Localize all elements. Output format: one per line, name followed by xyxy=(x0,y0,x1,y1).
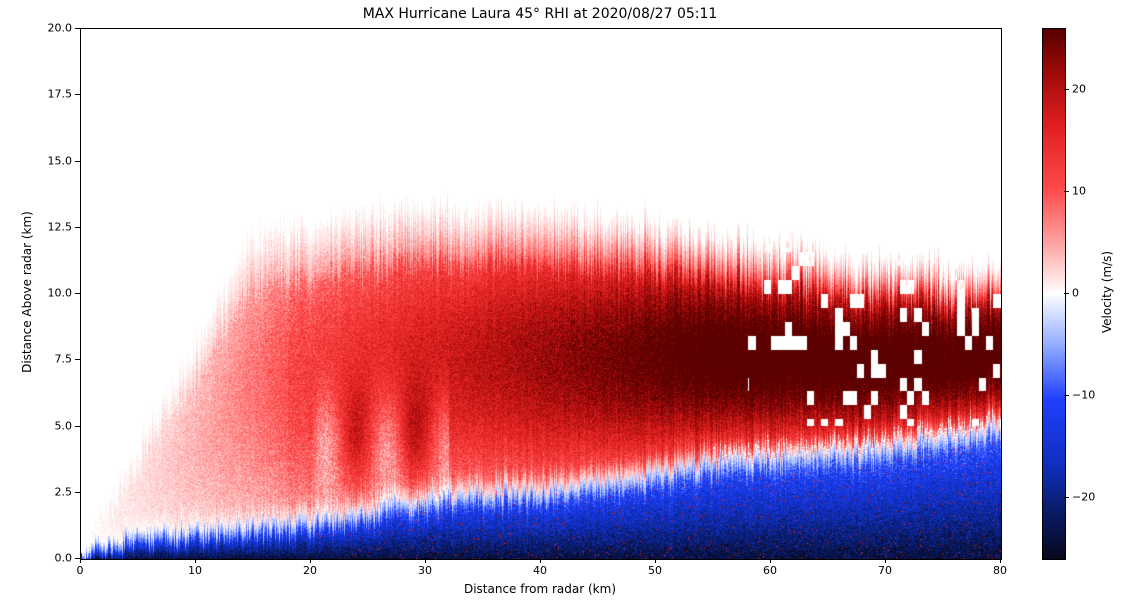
colorbar-tick-label: 20 xyxy=(1072,83,1086,96)
y-tick-mark xyxy=(75,227,80,228)
y-tick-label: 17.5 xyxy=(48,88,73,101)
x-tick-mark xyxy=(1000,558,1001,563)
x-tick-label: 70 xyxy=(878,564,892,577)
x-tick-mark xyxy=(80,558,81,563)
colorbar-tick-label: −10 xyxy=(1072,388,1095,401)
x-tick-mark xyxy=(195,558,196,563)
y-tick-label: 5.0 xyxy=(55,419,73,432)
x-tick-label: 10 xyxy=(188,564,202,577)
colorbar-tick-mark xyxy=(1064,497,1069,498)
x-tick-mark xyxy=(425,558,426,563)
y-tick-label: 12.5 xyxy=(48,220,73,233)
colorbar-gradient xyxy=(1043,29,1065,559)
y-tick-label: 10.0 xyxy=(48,287,73,300)
x-tick-label: 80 xyxy=(993,564,1007,577)
y-tick-mark xyxy=(75,293,80,294)
rhi-heatmap-canvas xyxy=(81,29,1001,559)
colorbar-tick-label: −20 xyxy=(1072,490,1095,503)
y-tick-mark xyxy=(75,161,80,162)
y-tick-mark xyxy=(75,359,80,360)
x-tick-mark xyxy=(770,558,771,563)
colorbar-tick-label: 10 xyxy=(1072,185,1086,198)
colorbar-tick-label: 0 xyxy=(1072,287,1079,300)
y-tick-label: 0.0 xyxy=(55,552,73,565)
colorbar-tick-mark xyxy=(1064,293,1069,294)
chart-title: MAX Hurricane Laura 45° RHI at 2020/08/2… xyxy=(80,6,1000,22)
colorbar-tick-mark xyxy=(1064,89,1069,90)
x-tick-mark xyxy=(885,558,886,563)
x-tick-label: 30 xyxy=(418,564,432,577)
colorbar xyxy=(1042,28,1066,560)
x-tick-label: 40 xyxy=(533,564,547,577)
x-tick-label: 50 xyxy=(648,564,662,577)
y-tick-mark xyxy=(75,558,80,559)
colorbar-tick-mark xyxy=(1064,191,1069,192)
plot-area xyxy=(80,28,1002,560)
colorbar-label: Velocity (m/s) xyxy=(1100,27,1114,557)
y-tick-label: 2.5 xyxy=(55,485,73,498)
x-axis-label: Distance from radar (km) xyxy=(80,582,1000,596)
y-tick-mark xyxy=(75,94,80,95)
x-tick-label: 20 xyxy=(303,564,317,577)
colorbar-tick-mark xyxy=(1064,395,1069,396)
y-tick-mark xyxy=(75,492,80,493)
y-axis-label: Distance Above radar (km) xyxy=(20,27,34,557)
y-tick-label: 20.0 xyxy=(48,22,73,35)
y-tick-mark xyxy=(75,426,80,427)
y-tick-label: 15.0 xyxy=(48,154,73,167)
x-tick-label: 60 xyxy=(763,564,777,577)
x-tick-mark xyxy=(310,558,311,563)
x-tick-label: 0 xyxy=(77,564,84,577)
x-tick-mark xyxy=(655,558,656,563)
y-tick-mark xyxy=(75,28,80,29)
y-tick-label: 7.5 xyxy=(55,353,73,366)
x-tick-mark xyxy=(540,558,541,563)
